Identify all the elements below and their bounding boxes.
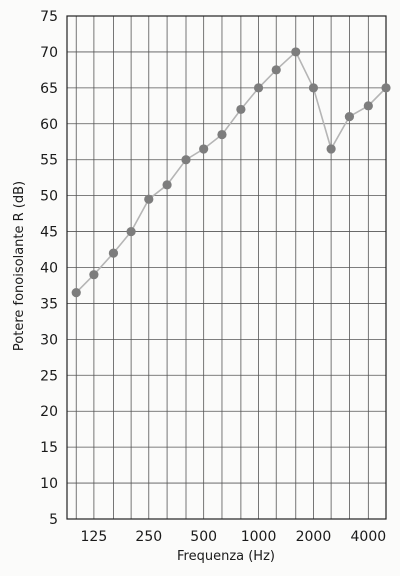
x-tick-label: 2000 <box>296 529 332 545</box>
y-tick-label: 40 <box>40 261 58 277</box>
y-tick-label: 25 <box>40 368 58 384</box>
data-point <box>253 83 264 93</box>
data-points <box>71 47 391 298</box>
data-point <box>71 288 81 298</box>
y-tick-label: 5 <box>49 512 58 528</box>
y-tick-label: 35 <box>40 296 58 312</box>
y-tick-label: 70 <box>40 45 58 61</box>
x-tick-label: 250 <box>135 529 162 545</box>
y-tick-label: 65 <box>40 81 58 97</box>
grid-lines <box>67 15 387 520</box>
y-tick-label: 20 <box>40 404 58 420</box>
data-point <box>89 270 99 280</box>
data-point <box>291 47 301 57</box>
data-point <box>108 248 119 258</box>
y-tick-label: 45 <box>40 225 58 241</box>
x-axis-title: Frequenza (Hz) <box>177 549 275 564</box>
x-tick-label: 500 <box>190 529 217 545</box>
data-point <box>363 101 373 111</box>
data-point <box>344 112 355 122</box>
x-tick-label: 1000 <box>241 529 277 545</box>
y-tick-label: 50 <box>40 189 58 205</box>
data-point <box>326 144 336 154</box>
data-point <box>308 83 319 93</box>
data-point <box>144 194 154 204</box>
y-tick-label: 10 <box>40 476 58 492</box>
y-tick-label: 55 <box>40 153 58 169</box>
data-point <box>126 226 136 237</box>
data-point <box>217 129 227 140</box>
y-tick-label: 75 <box>40 9 58 25</box>
y-tick-label: 30 <box>40 332 58 348</box>
y-axis-ticks: 5 10 15 20 25 30 35 40 45 50 55 60 65 70 75 <box>40 9 58 528</box>
y-axis-title: Potere fonoisolante R (dB) <box>12 181 27 351</box>
data-point <box>381 83 391 93</box>
plot-frame <box>66 15 387 520</box>
data-line <box>75 50 387 294</box>
y-tick-label: 15 <box>40 440 58 456</box>
x-tick-label: 125 <box>81 529 108 545</box>
x-axis-ticks: 125 250 500 1000 2000 4000 <box>81 529 387 545</box>
data-point <box>271 65 281 75</box>
x-tick-label: 4000 <box>351 529 387 545</box>
data-point <box>199 144 209 154</box>
data-point <box>236 104 246 115</box>
data-point <box>162 180 172 190</box>
y-tick-label: 60 <box>40 117 58 133</box>
data-point <box>181 155 191 165</box>
